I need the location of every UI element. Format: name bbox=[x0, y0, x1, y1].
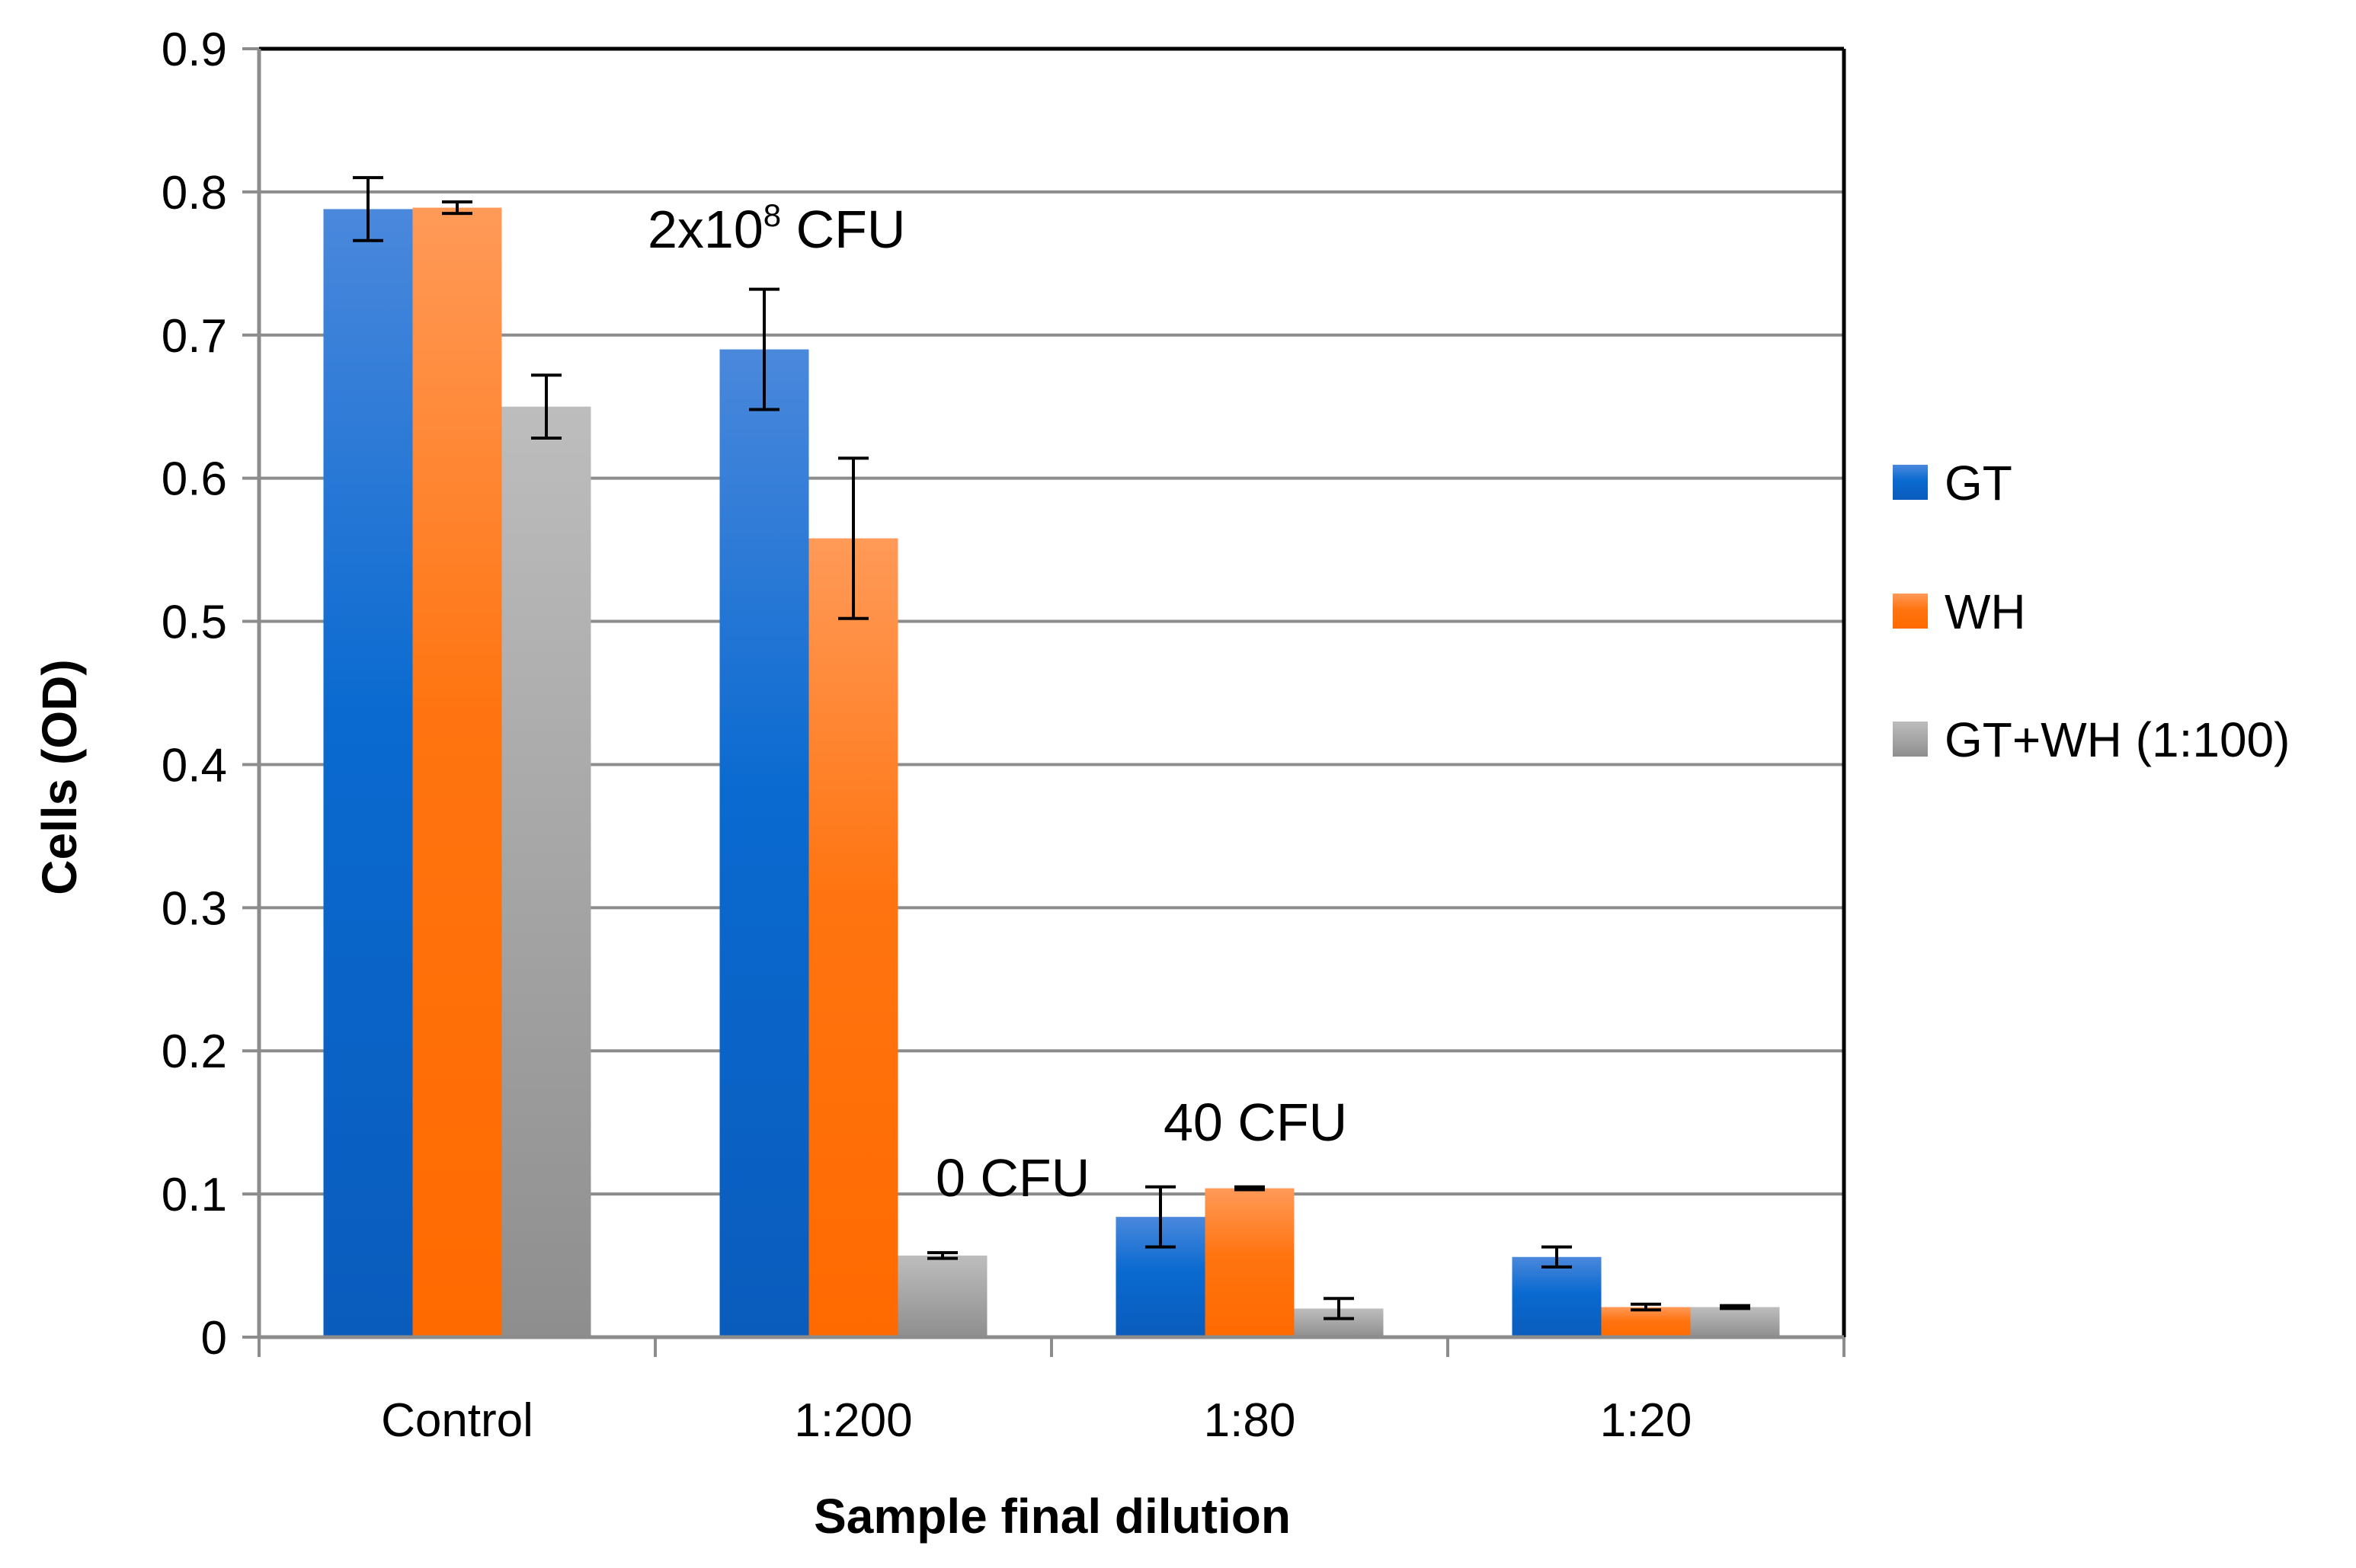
bar-gt-wh-1-100--3 bbox=[1690, 1307, 1780, 1337]
y-tick-label-9: 0.9 bbox=[162, 24, 227, 76]
error-bar-1-1 bbox=[838, 456, 869, 620]
y-tick-label-1: 0.1 bbox=[162, 1169, 227, 1221]
legend-item-wh: WH bbox=[1893, 584, 2026, 639]
annotation-2x10-8-cfu: 2x108 CFU bbox=[648, 197, 905, 259]
error-bars bbox=[353, 176, 1750, 1320]
annotation-40-cfu: 40 CFU bbox=[1164, 1093, 1347, 1152]
error-bar-2-2 bbox=[1324, 1297, 1354, 1320]
y-tick-label-8: 0.8 bbox=[162, 167, 227, 219]
error-bar-2-1 bbox=[927, 1251, 958, 1260]
error-bar-0-2 bbox=[1145, 1185, 1176, 1249]
y-tick-label-2: 0.2 bbox=[162, 1026, 227, 1078]
bar-gt-0 bbox=[323, 209, 413, 1337]
bar-wh-2 bbox=[1205, 1188, 1295, 1337]
legend-label-2: GT+WH (1:100) bbox=[1945, 712, 2290, 767]
error-bar-0-1 bbox=[749, 287, 779, 411]
legend-label-1: WH bbox=[1945, 584, 2026, 639]
legend-swatch-0 bbox=[1893, 465, 1928, 500]
y-tick-label-0: 0 bbox=[201, 1312, 227, 1365]
legend-item-gt: GT bbox=[1893, 456, 2012, 510]
bar-gt-wh-1-100--0 bbox=[501, 406, 591, 1338]
y-tick-label-6: 0.6 bbox=[162, 453, 227, 506]
y-axis-title: Cells (OD) bbox=[32, 659, 87, 894]
error-bar-0-3 bbox=[1541, 1245, 1572, 1269]
bar-gt-3 bbox=[1512, 1256, 1602, 1337]
bar-gt-1 bbox=[719, 349, 809, 1338]
x-tick-label-1: 1:200 bbox=[794, 1394, 912, 1447]
y-tick-label-5: 0.5 bbox=[162, 597, 227, 649]
bar-wh-0 bbox=[412, 207, 502, 1338]
axes bbox=[242, 46, 1846, 1357]
error-bar-0-0 bbox=[353, 176, 383, 242]
legend-item-gt-wh-1-100-: GT+WH (1:100) bbox=[1893, 712, 2290, 767]
bar-wh-3 bbox=[1601, 1307, 1691, 1337]
y-tick-label-4: 0.4 bbox=[162, 739, 227, 792]
annotation-0-cfu: 0 CFU bbox=[936, 1148, 1090, 1208]
y-tick-label-3: 0.3 bbox=[162, 882, 227, 935]
bar-gt-wh-1-100--1 bbox=[898, 1255, 988, 1337]
legend: GT WH GT+WH (1:100) bbox=[1893, 456, 2290, 767]
legend-swatch-2 bbox=[1893, 722, 1928, 757]
x-tick-label-0: Control bbox=[381, 1394, 533, 1447]
error-bar-1-2 bbox=[1234, 1185, 1265, 1192]
legend-swatch-1 bbox=[1893, 594, 1928, 629]
y-tick-label-7: 0.7 bbox=[162, 310, 227, 363]
legend-label-0: GT bbox=[1945, 456, 2012, 510]
error-bar-2-3 bbox=[1720, 1304, 1750, 1310]
x-tick-label-3: 1:20 bbox=[1600, 1394, 1692, 1447]
bars bbox=[323, 207, 1780, 1338]
annotations: 2x108 CFU 0 CFU 40 CFU bbox=[648, 197, 1347, 1208]
error-bar-1-3 bbox=[1631, 1302, 1661, 1312]
error-bar-2-0 bbox=[531, 373, 562, 440]
x-axis-title: Sample final dilution bbox=[814, 1489, 1291, 1544]
bar-wh-1 bbox=[808, 538, 898, 1337]
error-bar-1-0 bbox=[442, 200, 472, 216]
x-tick-label-2: 1:80 bbox=[1204, 1394, 1296, 1447]
